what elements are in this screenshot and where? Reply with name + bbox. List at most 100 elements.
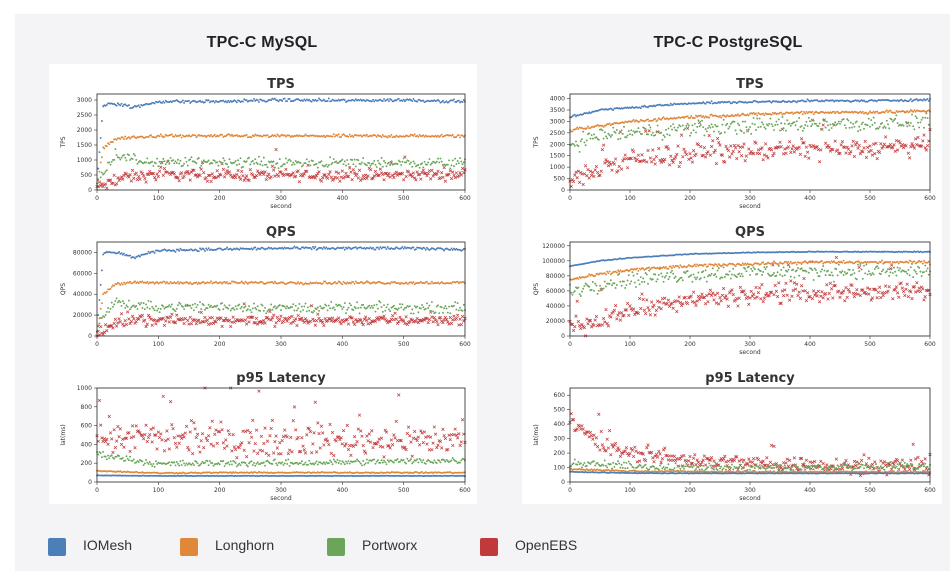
data-point: [583, 164, 588, 168]
data-point: [339, 175, 343, 179]
data-point: [631, 149, 636, 154]
data-point: [364, 281, 367, 284]
data-point: [177, 248, 179, 251]
data-point: [613, 130, 616, 133]
x-tick-label: 500: [398, 341, 410, 348]
data-point: [152, 462, 155, 465]
data-point: [442, 433, 446, 438]
data-point: [384, 309, 387, 312]
data-point: [308, 429, 313, 434]
data-point: [438, 176, 443, 180]
data-point: [581, 138, 583, 141]
data-point: [111, 305, 114, 308]
data-point: [119, 158, 122, 161]
data-point: [121, 300, 124, 303]
data-point: [334, 170, 338, 174]
data-point: [772, 151, 776, 156]
data-point: [257, 101, 260, 103]
data-point: [308, 160, 311, 163]
data-point: [911, 113, 913, 116]
data-point: [191, 283, 194, 286]
data-point: [123, 154, 125, 156]
data-point: [457, 323, 461, 327]
data-point: [246, 282, 249, 285]
data-point: [924, 116, 927, 119]
data-point: [151, 426, 156, 430]
data-point: [274, 321, 278, 325]
x-tick-label: 400: [804, 341, 816, 348]
data-point: [685, 126, 690, 130]
data-point: [816, 99, 819, 101]
data-point: [278, 304, 281, 306]
data-point: [227, 166, 230, 168]
data-point: [153, 282, 156, 285]
data-point: [363, 306, 366, 309]
data-point: [351, 158, 354, 161]
data-point: [927, 109, 930, 112]
data-point: [205, 438, 210, 443]
data-point: [125, 304, 128, 307]
x-tick-label: 0: [568, 195, 572, 202]
data-point: [721, 123, 724, 126]
data-point: [273, 458, 276, 461]
data-point: [657, 146, 661, 151]
data-point: [133, 446, 137, 450]
x-tick-label: 300: [275, 341, 287, 348]
data-point: [218, 308, 221, 311]
data-point: [156, 281, 159, 284]
data-point: [747, 128, 750, 131]
data-point: [199, 247, 201, 250]
data-point: [917, 121, 919, 124]
data-point: [826, 143, 830, 148]
data-point: [138, 177, 142, 181]
data-point: [856, 146, 860, 150]
data-point: [100, 456, 103, 459]
data-point: [307, 427, 311, 431]
data-point: [408, 305, 411, 308]
data-point: [836, 110, 839, 113]
data-point: [385, 135, 388, 138]
data-point: [738, 145, 743, 149]
data-point: [384, 461, 387, 464]
data-point: [175, 313, 179, 317]
data-point: [191, 462, 194, 465]
data-point: [141, 280, 144, 283]
data-point: [770, 113, 773, 116]
data-point: [389, 310, 392, 313]
data-point: [902, 124, 905, 127]
data-point: [286, 451, 291, 456]
data-point: [300, 282, 303, 284]
data-point: [105, 186, 109, 190]
data-point: [654, 118, 657, 120]
data-point: [376, 246, 379, 249]
data-point: [131, 157, 134, 160]
data-point: [178, 249, 181, 252]
data-point: [333, 175, 337, 179]
data-point: [363, 315, 368, 319]
data-point: [230, 320, 234, 324]
data-point: [245, 133, 248, 136]
data-point: [137, 317, 141, 321]
data-point: [427, 317, 432, 322]
data-point: [221, 302, 224, 304]
data-point: [758, 117, 761, 120]
data-point: [219, 173, 223, 177]
data-point: [197, 157, 200, 159]
data-point: [353, 158, 356, 161]
data-point: [164, 170, 168, 174]
data-point: [325, 163, 328, 166]
data-point: [417, 135, 420, 138]
data-point: [379, 163, 382, 166]
data-point: [158, 160, 161, 163]
data-point: [831, 99, 834, 102]
data-point: [199, 310, 203, 315]
data-point: [299, 310, 302, 313]
data-point: [873, 111, 876, 114]
data-point: [694, 152, 698, 156]
y-tick-label: 0: [88, 333, 92, 340]
series-longhorn: [96, 280, 466, 334]
data-point: [230, 463, 233, 466]
data-point: [831, 148, 835, 152]
data-point: [843, 124, 846, 127]
data-point: [574, 170, 578, 174]
